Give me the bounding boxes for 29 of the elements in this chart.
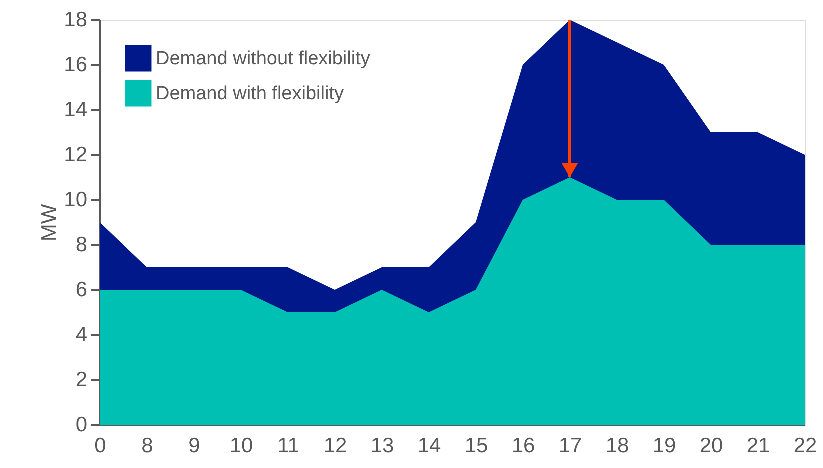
y-tick-label: 2 [76,368,88,392]
x-tick-label: 21 [746,434,770,458]
x-tick-label: 20 [700,434,724,458]
x-tick-label: 15 [464,434,488,458]
x-tick-label: 8 [142,434,154,458]
x-tick-label: 22 [794,434,818,458]
x-tick-label: 18 [606,434,630,458]
x-tick-label: 10 [230,434,254,458]
x-tick-label: 11 [278,434,300,458]
x-tick-label: 13 [370,434,394,458]
x-tick-label: 14 [418,434,442,458]
y-tick-label: 6 [76,278,88,302]
x-tick-label: 0 [94,434,106,458]
x-tick-label: 9 [188,434,200,458]
y-tick-label: 8 [76,234,88,256]
x-tick-label: 17 [558,434,582,458]
y-tick-label: 12 [64,144,88,166]
x-tick-label: 19 [652,434,676,458]
x-tick-label: 12 [324,434,348,458]
y-tick-label: 4 [76,324,88,346]
y-tick-label: 18 [64,8,88,32]
y-tick-label: 10 [64,188,88,212]
y-tick-label: 14 [64,98,88,122]
x-tick-label: 16 [512,434,536,458]
y-tick-label: 0 [76,414,88,436]
legend-label: Demand with flexibility [156,84,344,104]
legend-label: Demand without flexibility [156,48,371,70]
y-tick-label: 16 [64,54,88,76]
y-axis-title: MW [38,204,62,242]
